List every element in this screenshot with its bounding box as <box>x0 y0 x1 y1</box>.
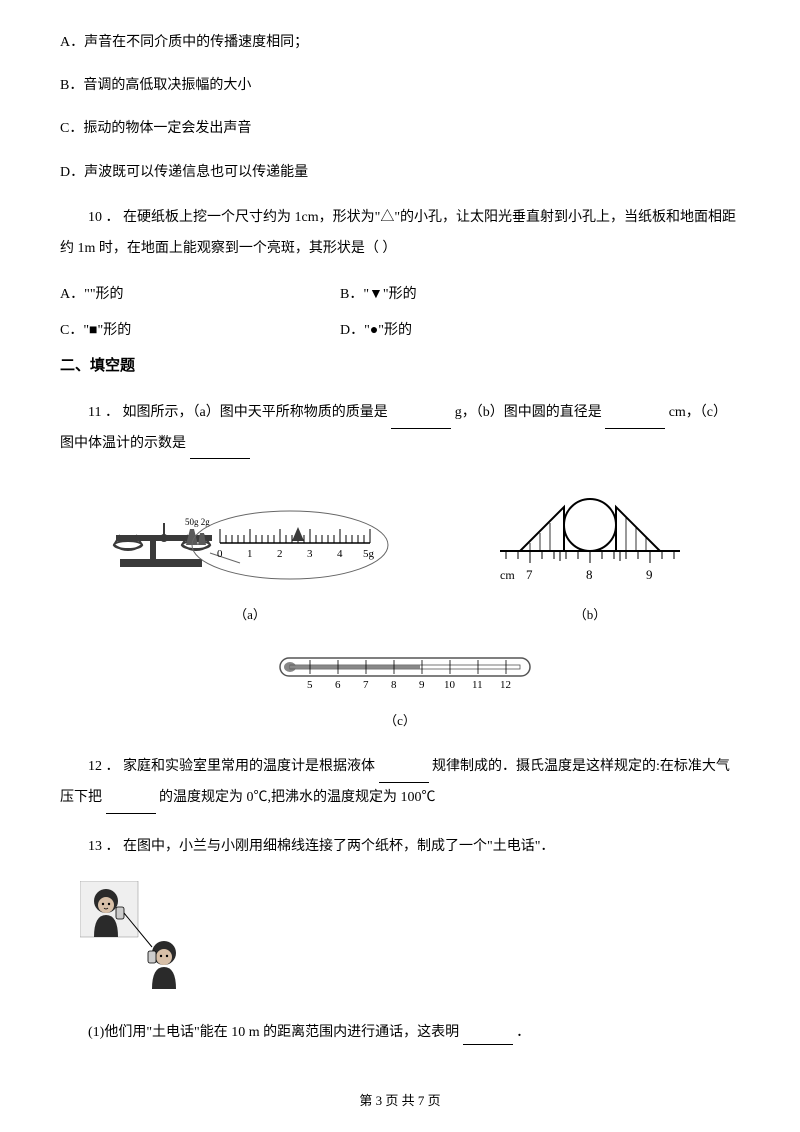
svg-text:6: 6 <box>335 679 341 691</box>
svg-text:0: 0 <box>217 548 223 560</box>
phone-svg <box>80 881 200 991</box>
svg-text:7: 7 <box>526 567 533 582</box>
ruler-circle-svg: cm 7 8 9 <box>490 483 690 593</box>
q10-options-row1: A．""形的 B．"▼"形的 <box>60 282 740 307</box>
q9-option-d: D．声波既可以传递信息也可以传递能量 <box>60 160 740 185</box>
svg-text:4: 4 <box>337 548 343 560</box>
svg-text:1: 1 <box>247 548 253 560</box>
svg-text:7: 7 <box>363 679 369 691</box>
q13-figure <box>80 881 740 1000</box>
svg-text:11: 11 <box>472 679 483 691</box>
q12-stem: 12 ． 家庭和实验室里常用的温度计是根据液体 规律制成的．摄氏温度是这样规定的… <box>60 752 740 814</box>
svg-text:10: 10 <box>444 679 456 691</box>
svg-text:cm: cm <box>500 568 515 582</box>
svg-text:9: 9 <box>646 567 653 582</box>
svg-text:2: 2 <box>277 548 283 560</box>
svg-text:3: 3 <box>307 548 313 560</box>
q13-sub1-pre: (1)他们用"土电话"能在 10 m 的距离范围内进行通话，这表明 <box>88 1025 459 1040</box>
q10-option-d: D．"●"形的 <box>340 318 740 343</box>
q10-options-row2: C．"■"形的 D．"●"形的 <box>60 318 740 343</box>
q10-stem: 10 ． 在硬纸板上挖一个尺寸约为 1cm，形状为"△"的小孔，让太阳光垂直射到… <box>60 203 740 265</box>
q11-blank-a <box>391 412 451 429</box>
q10-option-b: B．"▼"形的 <box>340 282 740 307</box>
q11-blank-b <box>605 412 665 429</box>
svg-text:5g: 5g <box>363 548 375 560</box>
figure-b: cm 7 8 9 （b） <box>490 483 690 626</box>
q13-stem: 13 ． 在图中，小兰与小刚用细棉线连接了两个纸杯，制成了一个"土电话"． <box>60 832 740 863</box>
weights-label: 50g 2g <box>185 517 210 527</box>
figure-c: 5 6 7 8 9 10 11 12 （c） <box>60 650 740 733</box>
q12-pre: 12 ． 家庭和实验室里常用的温度计是根据液体 <box>88 759 375 774</box>
figure-a: 50g 2g 0 1 2 3 4 5g <box>110 483 390 626</box>
q11-stem: 11 ． 如图所示，（a）图中天平所称物质的质量是 g，（b）图中圆的直径是 c… <box>60 398 740 460</box>
q9-option-a: A．声音在不同介质中的传播速度相同； <box>60 30 740 55</box>
balance-svg: 50g 2g 0 1 2 3 4 5g <box>110 483 390 593</box>
thermometer-svg: 5 6 7 8 9 10 11 12 <box>260 650 540 700</box>
q11-pre: 11 ． 如图所示，（a）图中天平所称物质的质量是 <box>88 405 391 420</box>
q13-sub1-end: ． <box>516 1025 530 1040</box>
fig-b-label: （b） <box>490 603 690 626</box>
q9-option-b: B．音调的高低取决振幅的大小 <box>60 73 740 98</box>
q12-blank-2 <box>106 797 156 814</box>
section-2-header: 二、填空题 <box>60 353 740 380</box>
svg-text:12: 12 <box>500 679 511 691</box>
q9-option-c: C．振动的物体一定会发出声音 <box>60 116 740 141</box>
q10-option-c: C．"■"形的 <box>60 318 340 343</box>
q12-blank-1 <box>379 766 429 783</box>
svg-text:8: 8 <box>391 679 397 691</box>
page-footer: 第 3 页 共 7 页 <box>0 1089 800 1112</box>
q11-blank-c <box>190 443 250 460</box>
q10-option-a: A．""形的 <box>60 282 340 307</box>
svg-text:8: 8 <box>586 567 593 582</box>
q13-sub1: (1)他们用"土电话"能在 10 m 的距离范围内进行通话，这表明 ． <box>60 1020 740 1045</box>
fig-c-label: （c） <box>260 709 540 732</box>
q11-mid1: g，（b）图中圆的直径是 <box>455 405 606 420</box>
q12-mid2: 的温度规定为 0℃,把沸水的温度规定为 100℃ <box>159 790 436 805</box>
svg-text:5: 5 <box>307 679 313 691</box>
svg-text:9: 9 <box>419 679 425 691</box>
fig-a-label: （a） <box>110 603 390 626</box>
figures-ab-row: 50g 2g 0 1 2 3 4 5g <box>60 483 740 626</box>
q13-sub1-blank <box>463 1028 513 1045</box>
